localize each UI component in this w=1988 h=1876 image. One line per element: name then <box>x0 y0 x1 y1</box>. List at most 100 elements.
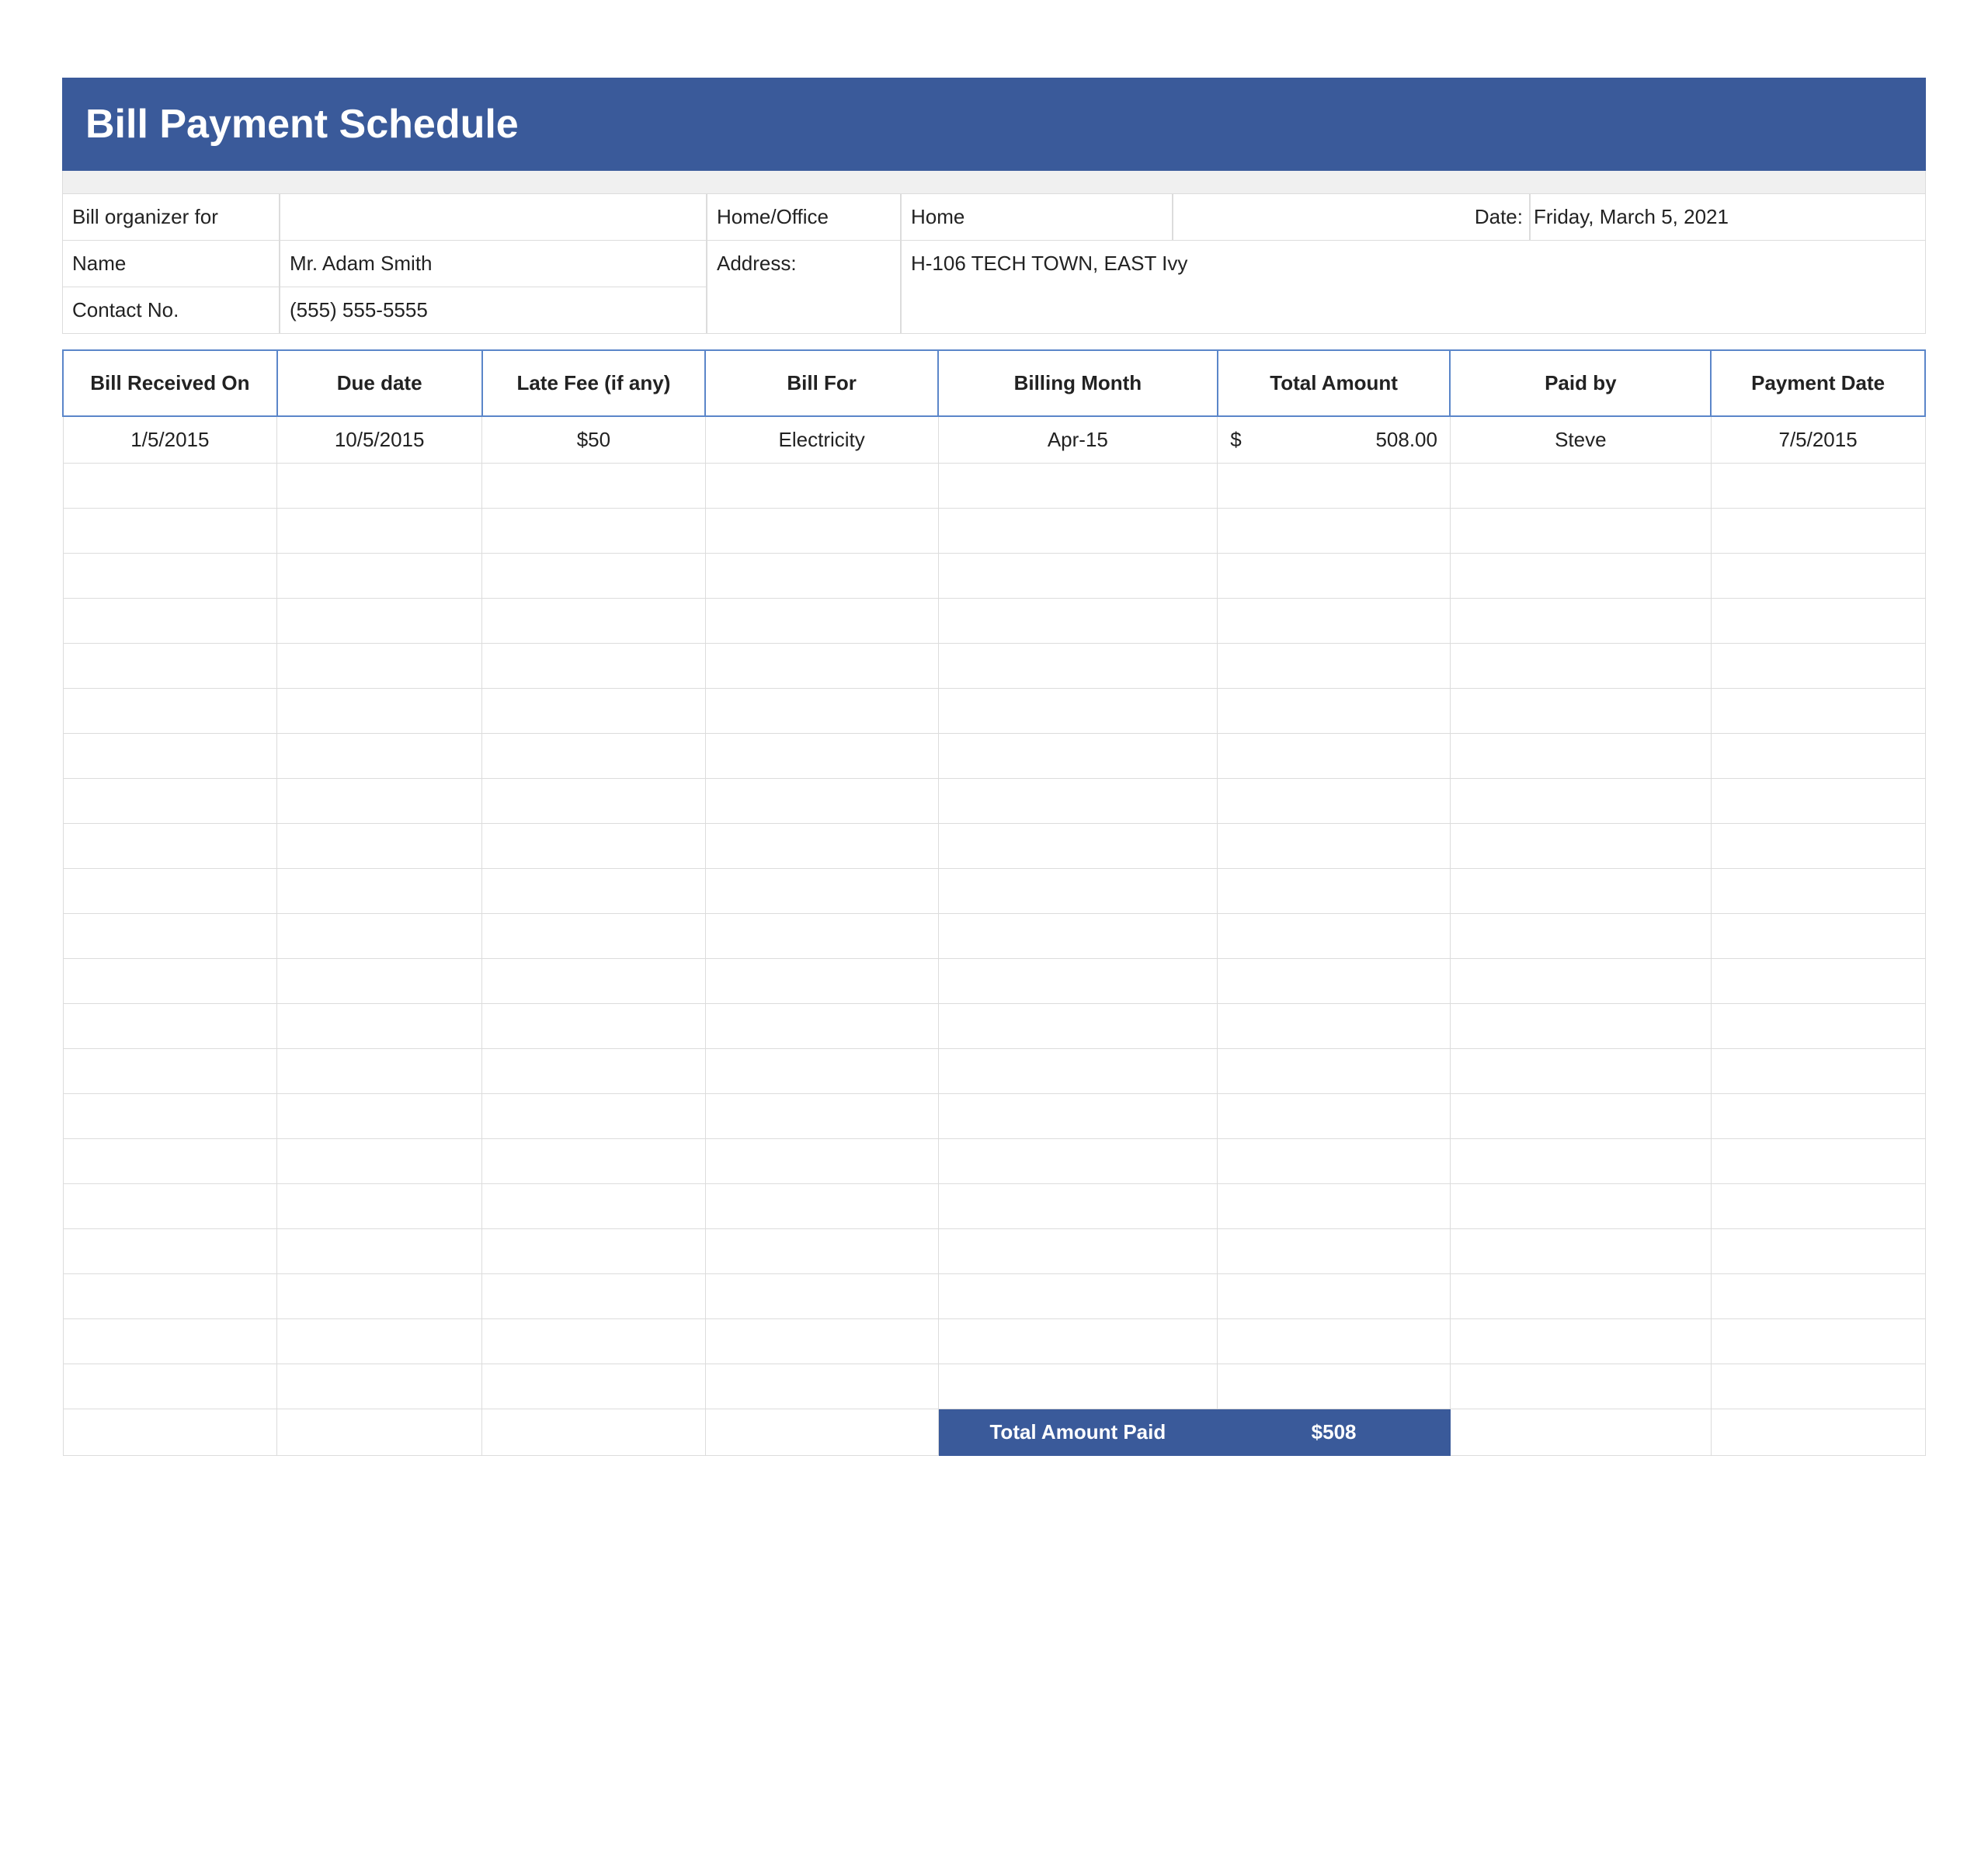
table-cell <box>63 959 277 1004</box>
label-home-office: Home/Office <box>707 194 901 241</box>
table-cell: Electricity <box>705 416 938 464</box>
table-cell <box>1711 734 1925 779</box>
table-cell <box>277 1094 482 1139</box>
table-cell <box>1218 1319 1451 1364</box>
table-cell <box>1450 914 1711 959</box>
schedule-table: Bill Received OnDue dateLate Fee (if any… <box>62 349 1926 1456</box>
table-cell <box>1450 1004 1711 1049</box>
table-cell <box>1218 1094 1451 1139</box>
table-cell <box>1218 1049 1451 1094</box>
table-cell <box>1450 464 1711 509</box>
table-cell <box>482 1319 706 1364</box>
table-cell <box>1450 689 1711 734</box>
table-cell <box>63 1409 277 1456</box>
table-row-empty <box>63 464 1925 509</box>
table-cell <box>705 1139 938 1184</box>
table-row-empty <box>63 734 1925 779</box>
table-cell <box>1450 1319 1711 1364</box>
table-row-empty <box>63 1229 1925 1274</box>
table-row-empty <box>63 554 1925 599</box>
table-cell <box>938 689 1218 734</box>
table-cell-amount: $508.00 <box>1218 416 1451 464</box>
table-cell <box>63 1229 277 1274</box>
document: Bill Payment Schedule Bill organizer for… <box>62 78 1926 1456</box>
table-cell <box>1218 689 1451 734</box>
table-body: 1/5/201510/5/2015$50ElectricityApr-15$50… <box>63 416 1925 1456</box>
table-cell <box>1711 1049 1925 1094</box>
table-row-empty <box>63 824 1925 869</box>
table-cell <box>277 554 482 599</box>
table-cell <box>277 1139 482 1184</box>
table-cell: 10/5/2015 <box>277 416 482 464</box>
table-cell <box>1711 869 1925 914</box>
table-cell <box>705 779 938 824</box>
col-header: Bill Received On <box>63 350 277 416</box>
table-cell <box>938 554 1218 599</box>
table-cell <box>1450 779 1711 824</box>
table-row-empty <box>63 599 1925 644</box>
col-header: Payment Date <box>1711 350 1925 416</box>
table-cell <box>938 1004 1218 1049</box>
table-cell: Apr-15 <box>938 416 1218 464</box>
table-cell <box>277 599 482 644</box>
table-cell <box>705 509 938 554</box>
table-cell <box>938 464 1218 509</box>
table-cell <box>277 1049 482 1094</box>
table-cell <box>277 1319 482 1364</box>
table-cell <box>1711 1274 1925 1319</box>
table-cell <box>1218 824 1451 869</box>
table-cell <box>705 1049 938 1094</box>
table-cell <box>705 824 938 869</box>
table-cell <box>1450 554 1711 599</box>
table-cell <box>63 734 277 779</box>
table-cell <box>938 644 1218 689</box>
value-home-office: Home <box>901 194 1173 241</box>
label-contact: Contact No. <box>62 287 280 334</box>
table-cell <box>482 869 706 914</box>
table-cell <box>277 1274 482 1319</box>
table-cell <box>482 599 706 644</box>
table-cell <box>277 869 482 914</box>
table-cell <box>482 734 706 779</box>
table-row-empty <box>63 509 1925 554</box>
table-cell <box>1450 1274 1711 1319</box>
table-cell <box>1711 1004 1925 1049</box>
table-cell <box>705 1409 938 1456</box>
table-cell <box>1450 509 1711 554</box>
table-cell <box>1218 1004 1451 1049</box>
table-cell <box>705 599 938 644</box>
table-cell <box>63 1049 277 1094</box>
table-cell <box>938 509 1218 554</box>
col-header: Paid by <box>1450 350 1711 416</box>
table-cell <box>277 464 482 509</box>
value-address: H-106 TECH TOWN, EAST Ivy <box>901 241 1926 334</box>
table-row-empty <box>63 1139 1925 1184</box>
info-section: Bill organizer for Home/Office Home Date… <box>62 194 1926 334</box>
table-cell <box>482 464 706 509</box>
value-contact: (555) 555-5555 <box>280 287 707 334</box>
table-cell <box>1450 1139 1711 1184</box>
table-row-empty <box>63 779 1925 824</box>
table-cell <box>277 689 482 734</box>
label-organizer: Bill organizer for <box>62 194 280 241</box>
table-row-empty <box>63 1094 1925 1139</box>
table-cell <box>1218 1184 1451 1229</box>
table-cell <box>1450 1094 1711 1139</box>
table-cell <box>482 1049 706 1094</box>
table-cell <box>938 1049 1218 1094</box>
col-header: Billing Month <box>938 350 1218 416</box>
table-row-empty <box>63 1049 1925 1094</box>
total-label: Total Amount Paid <box>938 1409 1218 1456</box>
table-cell <box>705 1274 938 1319</box>
table-cell <box>1218 914 1451 959</box>
table-cell <box>482 1364 706 1409</box>
label-address: Address: <box>707 241 901 334</box>
table-cell <box>1218 1274 1451 1319</box>
table-cell <box>705 1229 938 1274</box>
col-header: Bill For <box>705 350 938 416</box>
table-cell <box>705 464 938 509</box>
table-cell <box>63 644 277 689</box>
table-cell <box>1450 869 1711 914</box>
table-cell <box>1218 509 1451 554</box>
value-organizer <box>280 194 707 241</box>
